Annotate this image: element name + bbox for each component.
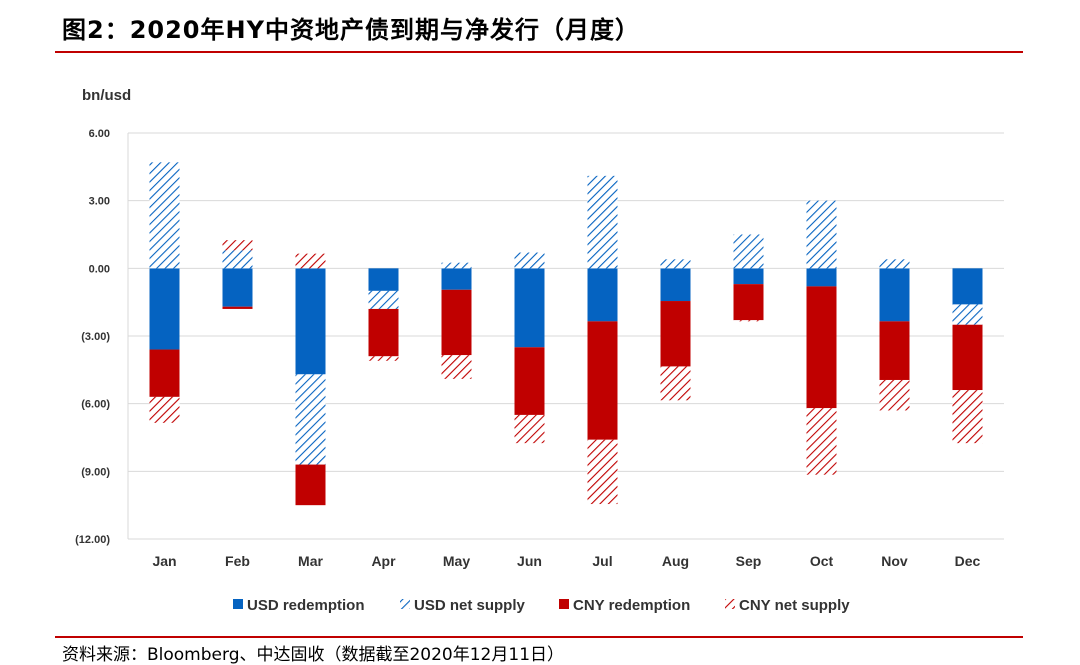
bar-cny-redemption-jul bbox=[587, 321, 618, 440]
bar-usd-redemption-aug bbox=[660, 268, 691, 302]
legend-swatch-cny-net-supply bbox=[725, 599, 735, 609]
x-tick-label: Jun bbox=[517, 553, 542, 569]
bar-cny-redemption-may bbox=[441, 289, 472, 356]
legend-label-cny-redemption: CNY redemption bbox=[573, 597, 690, 614]
bar-usd-net-supply-oct bbox=[806, 200, 837, 269]
x-tick-label: Nov bbox=[881, 553, 908, 569]
bar-usd-net-supply-apr bbox=[368, 290, 399, 309]
bar-cny-net-supply-nov bbox=[879, 379, 910, 411]
bar-cny-redemption-nov bbox=[879, 321, 910, 380]
gridlines bbox=[127, 132, 1004, 540]
y-axis-ticks: 6.00 3.00 0.00 (3.00) (6.00) (9.00) (12.00) bbox=[75, 128, 110, 546]
source-note: 资料来源：Bloomberg、中达固收（数据截至2020年12月11日） bbox=[62, 645, 565, 665]
bar-usd-redemption-oct bbox=[806, 268, 837, 287]
bar-usd-net-supply-jul bbox=[587, 175, 618, 269]
bar-usd-redemption-sep bbox=[733, 268, 764, 285]
bar-cny-redemption-aug bbox=[660, 301, 691, 367]
bar-cny-net-supply-apr bbox=[368, 356, 399, 361]
bar-cny-net-supply-sep bbox=[733, 320, 764, 322]
x-axis-ticks: Jan Feb Mar Apr May Jun Jul Aug Sep Oct Nov Dec bbox=[152, 553, 980, 569]
legend-label-usd-redemption: USD redemption bbox=[247, 597, 365, 614]
x-tick-label: Sep bbox=[736, 553, 762, 569]
x-tick-label: Jan bbox=[152, 553, 176, 569]
bar-cny-net-supply-mar bbox=[295, 253, 326, 269]
bar-usd-redemption-mar bbox=[295, 268, 326, 375]
y-tick-label: 3.00 bbox=[89, 196, 110, 208]
legend-swatch-cny-redemption bbox=[559, 599, 569, 609]
bars bbox=[149, 162, 983, 506]
bar-cny-net-supply-feb bbox=[222, 240, 253, 251]
x-tick-label: Aug bbox=[662, 553, 689, 569]
legend: USD redemption USD net supply CNY redempti… bbox=[233, 597, 850, 614]
bar-cny-redemption-feb bbox=[222, 306, 253, 309]
bar-usd-redemption-feb bbox=[222, 268, 253, 307]
y-tick-label: (3.00) bbox=[81, 331, 110, 343]
y-tick-label: (12.00) bbox=[75, 534, 110, 546]
bar-usd-net-supply-aug bbox=[660, 259, 691, 269]
y-tick-label: 6.00 bbox=[89, 128, 110, 140]
bar-usd-redemption-apr bbox=[368, 268, 399, 291]
bar-cny-net-supply-aug bbox=[660, 366, 691, 401]
bar-usd-net-supply-nov bbox=[879, 259, 910, 269]
bar-cny-net-supply-dec bbox=[952, 390, 983, 444]
bar-cny-redemption-dec bbox=[952, 324, 983, 391]
x-tick-label: Feb bbox=[225, 553, 250, 569]
bar-cny-redemption-jun bbox=[514, 347, 545, 415]
bar-cny-redemption-sep bbox=[733, 284, 764, 321]
x-tick-label: May bbox=[443, 553, 470, 569]
y-tick-label: (6.00) bbox=[81, 399, 110, 411]
bar-cny-net-supply-jul bbox=[587, 439, 618, 505]
bar-usd-net-supply-jan bbox=[149, 162, 180, 269]
bar-usd-redemption-dec bbox=[952, 268, 983, 305]
x-tick-label: Mar bbox=[298, 553, 323, 569]
chart-title: 图2：2020年HY中资地产债到期与净发行（月度） bbox=[62, 16, 640, 44]
title-divider bbox=[55, 51, 1023, 53]
bar-usd-redemption-nov bbox=[879, 268, 910, 322]
bar-usd-net-supply-jun bbox=[514, 252, 545, 269]
legend-label-usd-net-supply: USD net supply bbox=[414, 597, 526, 614]
bar-cny-redemption-jan bbox=[149, 349, 180, 397]
x-tick-label: Oct bbox=[810, 553, 834, 569]
bar-cny-net-supply-oct bbox=[806, 408, 837, 475]
bar-usd-net-supply-sep bbox=[733, 234, 764, 269]
bar-cny-net-supply-may bbox=[441, 355, 472, 379]
bar-cny-redemption-oct bbox=[806, 286, 837, 409]
y-axis-unit-label: bn/usd bbox=[82, 87, 132, 104]
x-tick-label: Apr bbox=[371, 553, 396, 569]
bar-usd-redemption-jun bbox=[514, 268, 545, 348]
x-tick-label: Jul bbox=[592, 553, 612, 569]
bar-usd-net-supply-feb bbox=[222, 250, 253, 269]
source-divider bbox=[55, 636, 1023, 638]
legend-swatch-usd-net-supply bbox=[400, 599, 410, 609]
bar-usd-net-supply-mar bbox=[295, 374, 326, 465]
y-tick-label: 0.00 bbox=[89, 263, 110, 275]
bar-usd-net-supply-may bbox=[441, 262, 472, 269]
y-tick-label: (9.00) bbox=[81, 466, 110, 478]
bar-cny-redemption-mar bbox=[295, 464, 326, 506]
bar-usd-redemption-may bbox=[441, 268, 472, 290]
bar-cny-net-supply-jun bbox=[514, 414, 545, 444]
bar-usd-net-supply-dec bbox=[952, 304, 983, 325]
bar-cny-redemption-apr bbox=[368, 308, 399, 357]
legend-label-cny-net-supply: CNY net supply bbox=[739, 597, 850, 614]
bar-usd-redemption-jan bbox=[149, 268, 180, 350]
legend-swatch-usd-redemption bbox=[233, 599, 243, 609]
bar-cny-net-supply-jan bbox=[149, 396, 180, 423]
x-tick-label: Dec bbox=[955, 553, 981, 569]
bar-usd-redemption-jul bbox=[587, 268, 618, 322]
